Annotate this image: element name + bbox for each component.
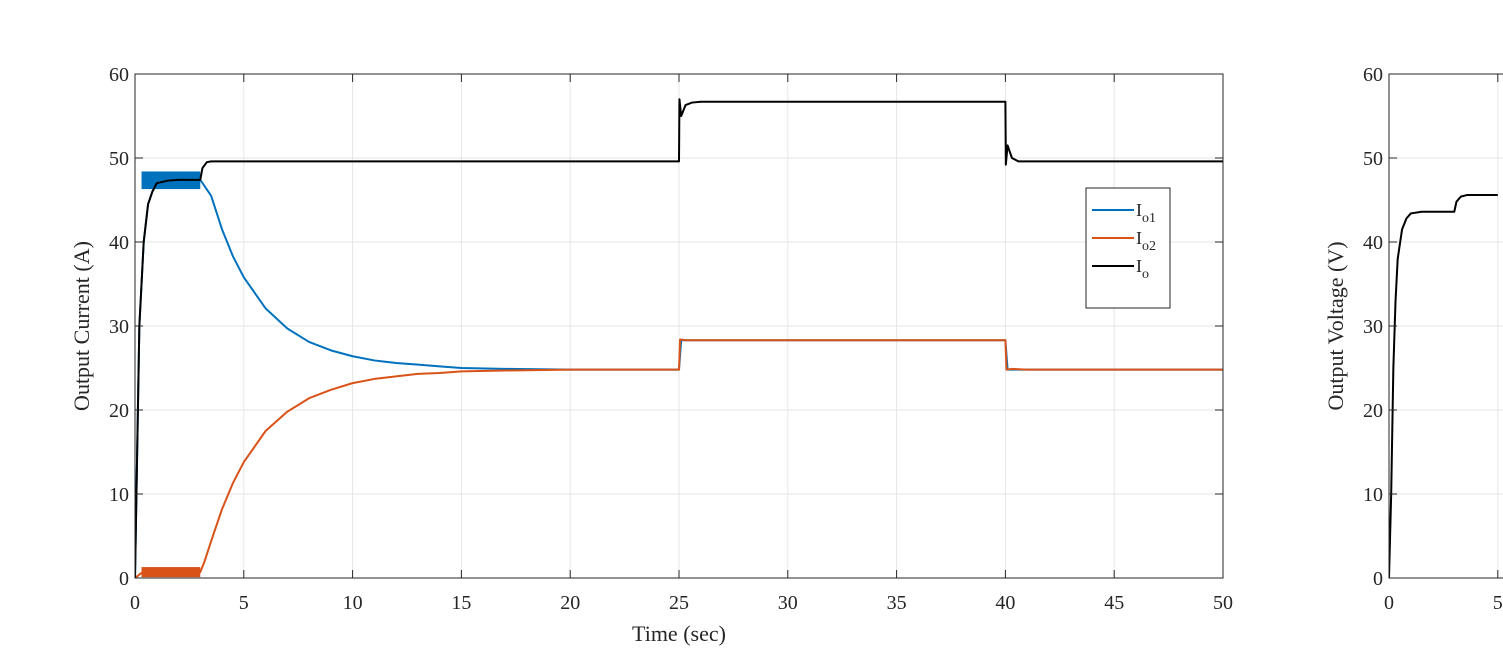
y-tick-label: 50 bbox=[109, 148, 129, 170]
y-tick-label: 0 bbox=[119, 568, 129, 590]
x-tick-label: 5 bbox=[1493, 592, 1503, 614]
y-tick-label: 10 bbox=[109, 484, 129, 506]
y-tick-label: 50 bbox=[1363, 148, 1383, 170]
x-tick-label: 0 bbox=[130, 592, 140, 614]
x-tick-label: 10 bbox=[343, 592, 363, 614]
series-line-i-o bbox=[135, 98, 1223, 578]
y-axis-label: Output Voltage (V) bbox=[1323, 241, 1348, 410]
y-tick-label: 20 bbox=[1363, 400, 1383, 422]
legend-box bbox=[1085, 187, 1171, 309]
y-tick-label: 40 bbox=[1363, 232, 1383, 254]
x-tick-label: 35 bbox=[887, 592, 907, 614]
y-axis-label: Output Current (A) bbox=[69, 241, 94, 411]
x-tick-label: 45 bbox=[1104, 592, 1124, 614]
y-tick-label: 20 bbox=[109, 400, 129, 422]
legend-label-i-o2: Io2 bbox=[1136, 228, 1156, 254]
y-tick-label: 40 bbox=[109, 232, 129, 254]
y-tick-label: 30 bbox=[109, 316, 129, 338]
legend-label-i-o1: Io1 bbox=[1136, 200, 1156, 226]
y-tick-label: 10 bbox=[1363, 484, 1383, 506]
series-line-i-o2 bbox=[135, 338, 1223, 578]
plot-series bbox=[135, 98, 1223, 578]
x-tick-label: 25 bbox=[669, 592, 689, 614]
x-tick-label: 15 bbox=[451, 592, 471, 614]
x-tick-label: 20 bbox=[560, 592, 580, 614]
x-tick-label: 40 bbox=[995, 592, 1015, 614]
output-current-chart: 0 5 10 15 20 25 30 35 40 45 50 0 10 20 30 40 50 60 Time (s… bbox=[69, 64, 1233, 646]
y-tick-label: 60 bbox=[1363, 64, 1383, 86]
y-tick-label: 60 bbox=[109, 64, 129, 86]
series-line-series-0 bbox=[1389, 193, 1498, 578]
y-tick-label: 0 bbox=[1373, 568, 1383, 590]
x-tick-label: 30 bbox=[778, 592, 798, 614]
plot-series bbox=[1389, 193, 1498, 578]
x-tick-label: 50 bbox=[1213, 592, 1233, 614]
x-tick-label: 0 bbox=[1384, 592, 1394, 614]
y-tick-label: 30 bbox=[1363, 316, 1383, 338]
x-tick-label: 5 bbox=[239, 592, 249, 614]
x-axis-label: Time (sec) bbox=[632, 621, 726, 646]
legend-label-i-o: Io bbox=[1136, 256, 1149, 282]
